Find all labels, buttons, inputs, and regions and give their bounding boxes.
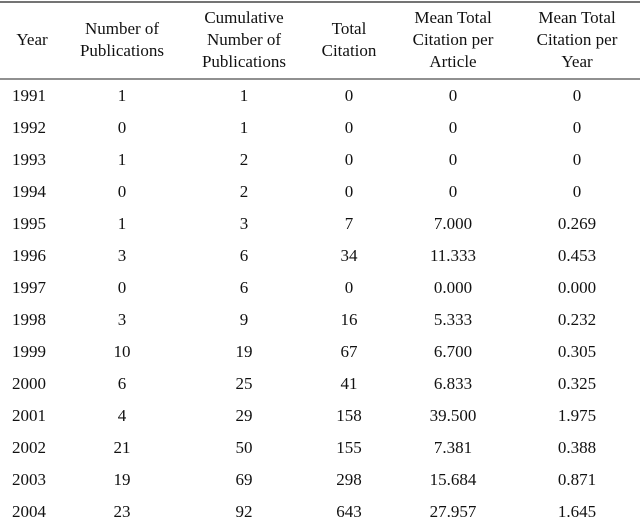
table-cell: 1 — [118, 150, 127, 169]
year-cell: 1998 — [12, 310, 46, 329]
table-cell: 92 — [236, 502, 253, 521]
table-cell: 7.000 — [434, 214, 472, 233]
table-cell: 0 — [573, 150, 582, 169]
table-cell: 3 — [118, 246, 127, 265]
table-cell: 0.305 — [558, 342, 596, 361]
header-cell: Publications — [202, 52, 286, 71]
year-cell: 2002 — [12, 438, 46, 457]
table-cell: 0.000 — [434, 278, 472, 297]
table-cell: 0.269 — [558, 214, 596, 233]
table-cell: 1.645 — [558, 502, 596, 521]
table-cell: 0 — [118, 278, 127, 297]
table-cell: 0 — [573, 86, 582, 105]
header-cell: Total — [332, 19, 367, 38]
header-cell: Citation per — [413, 30, 494, 49]
table-cell: 0 — [573, 118, 582, 137]
table-cell: 15.684 — [430, 470, 477, 489]
year-cell: 1996 — [12, 246, 46, 265]
table-cell: 39.500 — [430, 406, 477, 425]
table-cell: 21 — [114, 438, 131, 457]
table-cell: 29 — [236, 406, 253, 425]
table-cell: 9 — [240, 310, 249, 329]
year-cell: 1999 — [12, 342, 46, 361]
table-cell: 643 — [336, 502, 362, 521]
header-cell: Publications — [80, 41, 164, 60]
year-cell: 2003 — [12, 470, 46, 489]
table-cell: 1 — [240, 118, 249, 137]
header-cell: Number of — [207, 30, 281, 49]
header-cell: Year — [16, 30, 48, 49]
table-cell: 6.833 — [434, 374, 472, 393]
table-cell: 1 — [118, 86, 127, 105]
table-cell: 0 — [345, 86, 354, 105]
table-cell: 2 — [240, 182, 249, 201]
table-cell: 298 — [336, 470, 362, 489]
table-cell: 1 — [118, 214, 127, 233]
year-cell: 1994 — [12, 182, 47, 201]
table-cell: 1 — [240, 86, 249, 105]
table-cell: 6.700 — [434, 342, 472, 361]
table-cell: 67 — [341, 342, 359, 361]
header-cell: Citation per — [537, 30, 618, 49]
table-cell: 4 — [118, 406, 127, 425]
table-cell: 10 — [114, 342, 131, 361]
table-cell: 19 — [236, 342, 253, 361]
table-cell: 0 — [345, 278, 354, 297]
table-cell: 23 — [114, 502, 131, 521]
table-cell: 16 — [341, 310, 358, 329]
table-cell: 0 — [345, 118, 354, 137]
table-cell: 0 — [118, 118, 127, 137]
table-cell: 0 — [449, 182, 458, 201]
table-cell: 41 — [341, 374, 358, 393]
table-cell: 25 — [236, 374, 253, 393]
table-cell: 0.000 — [558, 278, 596, 297]
table-cell: 3 — [240, 214, 249, 233]
header-cell: Mean Total — [538, 8, 616, 27]
header-cell: Cumulative — [204, 8, 283, 27]
table-cell: 0.453 — [558, 246, 596, 265]
year-cell: 1995 — [12, 214, 46, 233]
table-cell: 5.333 — [434, 310, 472, 329]
table-cell: 50 — [236, 438, 253, 457]
year-cell: 2004 — [12, 502, 47, 521]
table-cell: 0 — [449, 150, 458, 169]
table-cell: 7.381 — [434, 438, 472, 457]
year-cell: 1993 — [12, 150, 46, 169]
year-cell: 1992 — [12, 118, 46, 137]
table-cell: 0.232 — [558, 310, 596, 329]
table-cell: 69 — [236, 470, 253, 489]
table-cell: 1.975 — [558, 406, 596, 425]
table-cell: 19 — [114, 470, 131, 489]
year-cell: 1991 — [12, 86, 46, 105]
table-cell: 0 — [449, 118, 458, 137]
table-cell: 0 — [345, 182, 354, 201]
year-cell: 1997 — [12, 278, 47, 297]
header-cell: Year — [561, 52, 593, 71]
header-cell: Article — [429, 52, 476, 71]
table-cell: 0.325 — [558, 374, 596, 393]
table-cell: 0.871 — [558, 470, 596, 489]
table-cell: 0 — [118, 182, 127, 201]
table-cell: 0.388 — [558, 438, 596, 457]
table-cell: 6 — [240, 278, 249, 297]
header-cell: Mean Total — [414, 8, 492, 27]
table-cell: 6 — [118, 374, 127, 393]
table-cell: 155 — [336, 438, 362, 457]
table-cell: 11.333 — [430, 246, 476, 265]
table-cell: 34 — [341, 246, 359, 265]
header-cell: Citation — [322, 41, 377, 60]
table-cell: 27.957 — [430, 502, 477, 521]
table-cell: 0 — [345, 150, 354, 169]
table-cell: 6 — [240, 246, 249, 265]
table-cell: 3 — [118, 310, 127, 329]
table-cell: 0 — [573, 182, 582, 201]
year-cell: 2001 — [12, 406, 46, 425]
table-cell: 7 — [345, 214, 354, 233]
table-cell: 158 — [336, 406, 362, 425]
header-cell: Number of — [85, 19, 159, 38]
table-cell: 0 — [449, 86, 458, 105]
table-cell: 2 — [240, 150, 249, 169]
year-cell: 2000 — [12, 374, 46, 393]
